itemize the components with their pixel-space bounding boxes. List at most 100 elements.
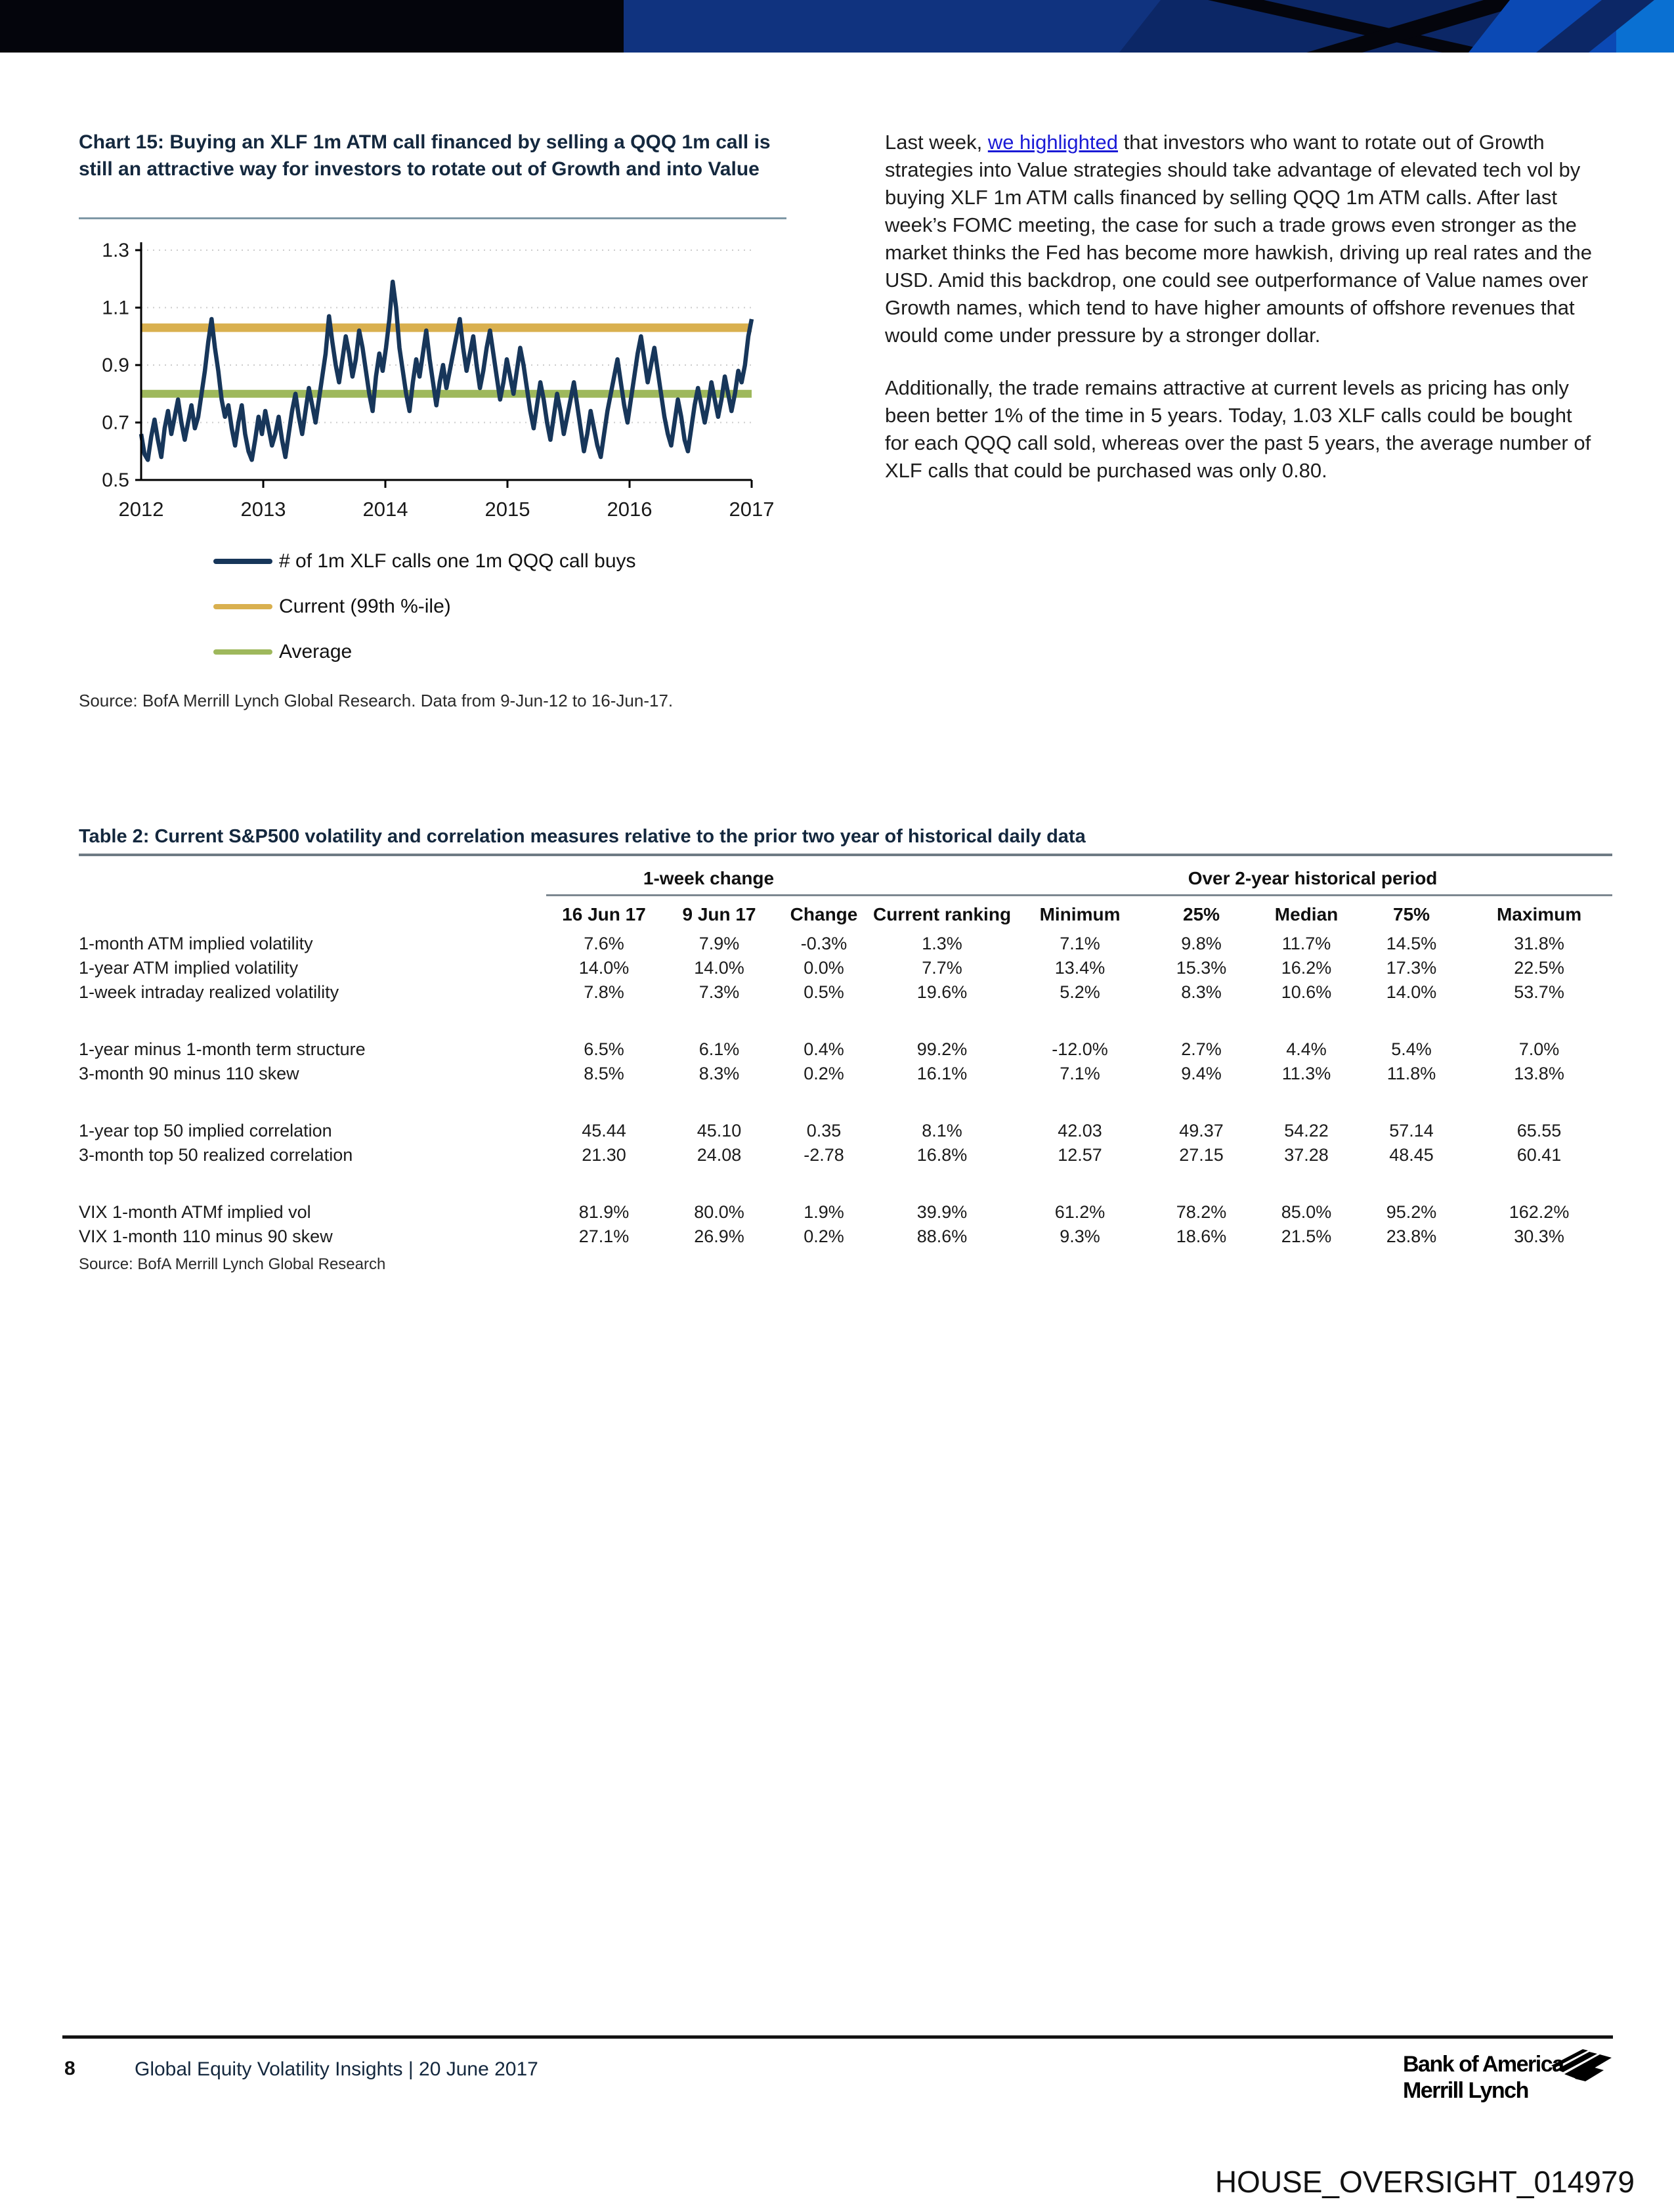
legend-swatch-series [213, 559, 272, 564]
legend-label-average: Average [279, 641, 353, 662]
table-row: 3-month 90 minus 110 skew 8.5% 8.3% 0.2% 16.… [79, 1062, 1612, 1086]
table-cell: 21.30 [582, 1145, 626, 1165]
table-cell: 27.15 [1179, 1145, 1224, 1165]
table-cell: 7.0% [1518, 1039, 1560, 1059]
table-cell: 11.8% [1386, 1064, 1436, 1083]
svg-text:1.3: 1.3 [102, 240, 129, 261]
table-row: VIX 1-month ATMf implied vol 81.9% 80.0% 1.… [79, 1200, 1612, 1225]
table-cell: 17.3% [1386, 958, 1437, 978]
column-header: 9 Jun 17 [682, 904, 756, 924]
table-row: 1-week intraday realized volatility 7.8% 7… [79, 980, 1612, 1005]
volatility-table: 1-week change Over 2-year historical peri… [79, 861, 1613, 1249]
table-cell: 9.4% [1181, 1064, 1222, 1083]
table-cell: 7.6% [584, 934, 624, 953]
table-cell: 65.55 [1516, 1121, 1562, 1140]
table-row: 1-year ATM implied volatility 14.0% 14.0% 0… [79, 956, 1612, 980]
table-cell: 95.2% [1386, 1202, 1437, 1222]
table-cell: 13.8% [1514, 1064, 1564, 1083]
table-cell: 31.8% [1514, 934, 1564, 953]
table-cell: 7.1% [1060, 1064, 1100, 1083]
row-label: 1-month ATM implied volatility [79, 934, 313, 953]
column-header: Change [790, 904, 858, 924]
paragraph-2: Additionally, the trade remains attracti… [885, 376, 1591, 482]
table-cell: 53.7% [1514, 982, 1564, 1002]
table-cell: 21.5% [1281, 1226, 1332, 1246]
column-header: 75% [1393, 904, 1430, 924]
bofaml-logo: Bank of America Merrill Lynch [1403, 2049, 1613, 2110]
table-cell: 22.5% [1514, 958, 1564, 978]
column-header: 25% [1183, 904, 1220, 924]
table-cell: 5.4% [1391, 1039, 1432, 1059]
table-cell: 45.10 [697, 1121, 742, 1140]
table-cell: 0.35 [806, 1121, 842, 1140]
row-label-header [79, 896, 546, 932]
table-cell: 27.1% [578, 1226, 630, 1246]
top-banner [0, 0, 1674, 53]
svg-text:1.1: 1.1 [102, 297, 129, 319]
legend-item-series: # of 1m XLF calls one 1m QQQ call buys [213, 547, 636, 576]
table-cell: 42.03 [1058, 1121, 1102, 1140]
legend-item-current: Current (99th %-ile) [213, 592, 636, 621]
svg-text:2016: 2016 [607, 498, 653, 521]
chart-source: Source: BofA Merrill Lynch Global Resear… [79, 691, 674, 710]
svg-text:0.5: 0.5 [102, 469, 129, 491]
column-header: 16 Jun 17 [562, 904, 646, 924]
row-label: 1-year ATM implied volatility [79, 958, 299, 978]
table-cell: 26.9% [694, 1226, 744, 1246]
table-cell: 45.44 [582, 1121, 626, 1140]
table-cell: 14.0% [694, 958, 744, 978]
table-cell: 9.3% [1060, 1226, 1100, 1246]
table-cell: -2.78 [804, 1145, 844, 1165]
separator-cell [79, 1005, 1612, 1037]
table-cell: 6.5% [584, 1039, 624, 1059]
table-cell: 49.37 [1179, 1121, 1224, 1140]
table-cell: 12.57 [1058, 1145, 1102, 1165]
table-row: 1-year top 50 implied correlation 45.44 45… [79, 1119, 1612, 1143]
table-cell: 162.2% [1509, 1202, 1570, 1222]
svg-text:0.9: 0.9 [102, 355, 129, 376]
column-header: Median [1274, 904, 1339, 924]
legend-item-average: Average [213, 638, 636, 666]
table-group-separator [79, 1005, 1612, 1037]
group-header-gap [871, 861, 1014, 896]
table-cell: 11.7% [1281, 934, 1331, 953]
column-header: Maximum [1496, 904, 1582, 924]
bofa-flag-icon [1551, 2049, 1612, 2081]
table-cell: 8.3% [1181, 982, 1222, 1002]
table-cell: 14.0% [1386, 982, 1437, 1002]
table-cell: 81.9% [578, 1202, 630, 1222]
group-header-1-week-change: 1-week change [546, 861, 872, 896]
table-cell: 88.6% [916, 1226, 968, 1246]
table-cell: 19.6% [916, 982, 968, 1002]
table-cell: 2.7% [1181, 1039, 1222, 1059]
table-cell: 6.1% [698, 1039, 740, 1059]
footer-page-number: 8 [64, 2058, 75, 2079]
table-cell: 78.2% [1176, 1202, 1227, 1222]
row-label: VIX 1-month 110 minus 90 skew [79, 1226, 333, 1246]
table-cell: 16.1% [916, 1064, 968, 1083]
row-label: 1-week intraday realized volatility [79, 982, 339, 1002]
svg-text:2015: 2015 [485, 498, 530, 521]
table-cell: 8.3% [698, 1064, 740, 1083]
table-cell: 16.2% [1281, 958, 1332, 978]
table-cell: 61.2% [1054, 1202, 1105, 1222]
table-cell: 0.0% [804, 958, 844, 978]
table-cell: 13.4% [1054, 958, 1105, 978]
table-group-separator [79, 1167, 1612, 1200]
table-row: 1-year minus 1-month term structure 6.5% 6… [79, 1037, 1612, 1062]
table-cell: 0.2% [804, 1064, 844, 1083]
table-area: 1-week change Over 2-year historical peri… [79, 861, 1613, 1274]
legend-swatch-current [213, 604, 272, 609]
separator-cell [79, 1086, 1612, 1119]
table-cell: 0.5% [804, 982, 844, 1002]
row-label: 3-month 90 minus 110 skew [79, 1064, 299, 1083]
table-cell: 7.9% [698, 934, 740, 953]
group-header-2-year-period: Over 2-year historical period [1013, 861, 1613, 896]
legend-label-series: # of 1m XLF calls one 1m QQQ call buys [279, 550, 636, 572]
we-highlighted-link[interactable]: we highlighted [987, 131, 1119, 154]
column-header: Current ranking [873, 904, 1012, 924]
table-cell: 7.8% [584, 982, 624, 1002]
chart-title-rule [79, 217, 786, 219]
line-chart: 0.5 0.7 0.9 1.1 1.3 2012 2013 2014 2015 2016 2017 [102, 240, 774, 521]
row-label: 3-month top 50 realized correlation [79, 1145, 353, 1165]
